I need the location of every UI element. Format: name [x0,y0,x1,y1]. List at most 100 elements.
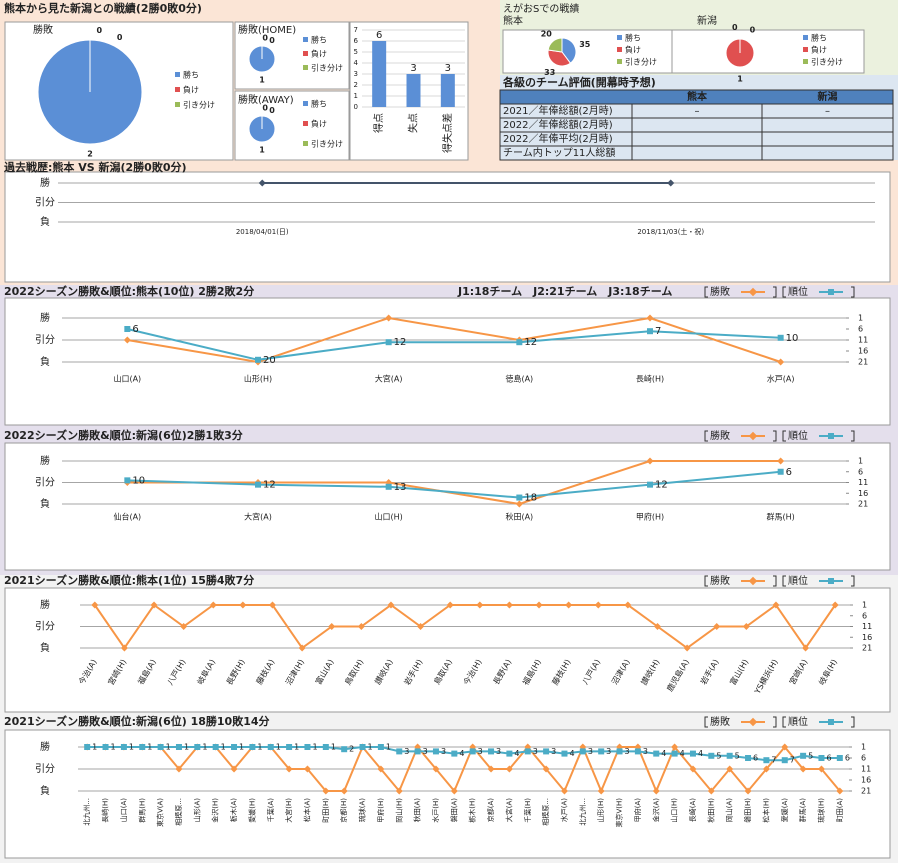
x-tick-label: 長崎(A) [688,798,697,823]
legend-marker [748,576,758,586]
series-line [127,460,781,506]
data-point [258,179,266,187]
data-point [646,314,654,322]
x-tick-label: 山口(H) [670,798,679,823]
table-cell-text: 2021／年俸総額(2月時) [503,104,613,117]
data-point [269,601,276,609]
legend-label: 勝敗 [710,429,730,442]
data-point [230,765,238,773]
chart-title: 過去戦歴:熊本 VS 新潟(2勝0敗0分) [3,160,187,174]
legend-bracket [773,430,777,442]
data-point [535,601,543,609]
x-tick-label: 甲府(A) [633,798,642,823]
data-point [800,752,807,759]
data-point [285,765,293,773]
data-point [476,601,484,609]
legend-swatch [803,59,808,64]
x-tick-label: 京都(H) [339,798,348,823]
data-point [689,765,697,773]
x-tick-label: 山形(H) [244,374,272,384]
y2-tick-label: 11 [862,622,872,631]
data-point [634,748,641,755]
data-label: 1 [276,743,281,752]
data-point [726,765,734,773]
data-point [543,748,550,755]
legend-swatch [303,65,308,70]
y-tick-label: 3 [354,70,358,78]
data-point [340,787,348,795]
data-label: 13 [394,482,407,493]
data-point [298,644,306,652]
table-cell [761,145,894,161]
data-label: 1 [166,743,171,752]
y2-tick-label: 21 [858,500,868,509]
data-point [322,744,329,750]
data-label: 3 [533,747,538,756]
data-label: 3 [445,63,451,74]
legend-label: 勝敗 [710,715,730,728]
y2-tick-label: 11 [858,478,868,487]
x-tick-label: 千葉(H) [523,798,532,823]
legend-label: 引き分け [811,58,843,67]
legend-marker [828,719,834,725]
legend-bracket [851,575,855,587]
x-tick-label: 東京V(H) [615,798,624,828]
data-point [516,339,523,346]
chart-title: 2021シーズン勝敗&順位:新潟(6位) 18勝10敗14分 [4,714,270,728]
data-point [180,623,188,630]
bar [372,41,387,107]
y-tick-label: 負 [40,216,50,228]
legend-label: 負け [311,119,327,129]
table-cell [631,117,763,133]
x-tick-label: 東京V(A) [156,798,165,827]
y-tick-label: 0 [354,103,358,111]
data-point [304,744,311,750]
data-label: 1 [259,146,265,155]
data-point [777,468,784,475]
series-line [127,470,781,499]
data-point [707,787,715,795]
x-tick-label: 群馬(A) [798,798,807,823]
data-label: 1 [184,743,189,752]
x-tick-label: 長崎(H) [636,374,664,384]
y2-tick-label: 21 [861,787,871,796]
legend-marker [828,578,834,584]
data-point [249,744,256,750]
data-label: 4 [661,749,666,758]
y-tick-label: 引分 [35,334,55,346]
data-point [762,765,770,773]
chart-frame [502,29,673,74]
data-point [124,477,131,484]
legend-label: 引き分け [183,101,215,110]
data-point [671,750,678,757]
bar [440,74,455,107]
data-point [647,328,653,335]
data-label: 6 [132,324,138,335]
pie-slice [561,37,577,64]
data-point [744,787,752,795]
data-label: 5 [808,751,813,760]
legend-bracket [851,430,855,442]
data-point [561,750,568,757]
data-label: 20 [541,29,553,38]
x-tick-label: 琉球(H) [816,798,825,823]
legend-label: 勝ち [311,35,327,45]
x-tick-label: 得失点差 [441,113,454,153]
data-label: 1 [239,743,244,752]
x-tick-label: 岡山(H) [394,798,403,823]
y2-tick-label: 16 [858,347,868,356]
data-label: 1 [257,743,262,752]
data-point [387,601,395,609]
legend-swatch [175,72,180,77]
data-point [777,334,784,341]
table-cell-text: チーム内トップ11人総額 [503,146,615,159]
x-tick-label: 愛媛(A) [780,798,789,823]
data-point [836,755,843,761]
chart-frame [4,442,891,571]
y-tick-label: 引分 [35,763,55,775]
legend-marker [748,287,758,297]
data-label: 0 [117,33,123,42]
legend-label: 引き分け [311,64,343,73]
y2-tick-label: 6 [858,467,863,476]
